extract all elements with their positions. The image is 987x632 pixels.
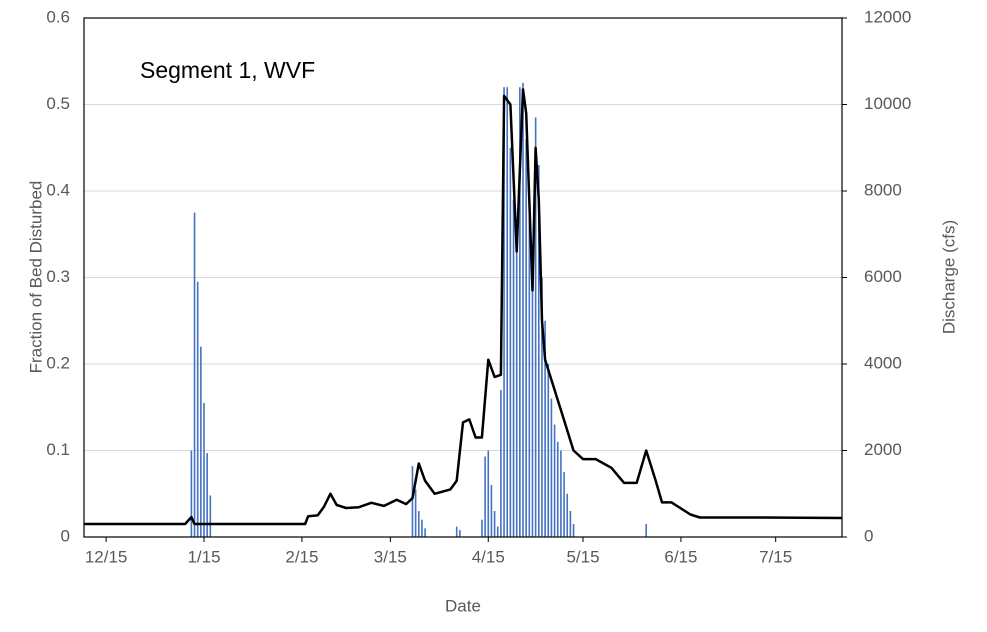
y-tick-label: 0.3 — [46, 267, 70, 286]
bar — [506, 87, 509, 537]
bar — [531, 277, 534, 537]
y-axis-title: Fraction of Bed Disturbed — [26, 181, 45, 374]
x-tick-label: 4/15 — [472, 547, 505, 566]
bar — [509, 147, 512, 537]
x-tick-label: 2/15 — [285, 547, 318, 566]
y2-tick-label: 10000 — [864, 94, 911, 113]
bar — [200, 346, 202, 537]
bar — [569, 511, 572, 537]
y-tick-label: 0.1 — [46, 440, 70, 459]
bar — [534, 117, 537, 537]
bar — [503, 87, 505, 537]
bar — [203, 402, 205, 537]
y-tick-label: 0.4 — [46, 180, 70, 199]
bar — [512, 199, 515, 537]
bar — [544, 320, 546, 537]
x-axis-title: Date — [445, 596, 481, 615]
y2-tick-label: 4000 — [864, 353, 902, 372]
x-tick-label: 3/15 — [374, 547, 407, 566]
discharge-line — [84, 88, 843, 526]
x-tick-label: 7/15 — [759, 547, 792, 566]
bar — [193, 212, 196, 537]
bar — [566, 493, 569, 537]
bar — [484, 456, 486, 537]
y2-tick-label: 2000 — [864, 440, 902, 459]
bar — [541, 277, 543, 537]
y2-axis-title: Discharge (cfs) — [939, 220, 958, 334]
bar — [481, 519, 483, 537]
plot-frame — [83, 17, 843, 538]
bar — [553, 424, 556, 537]
bar — [496, 526, 499, 537]
x-tick-label: 1/15 — [187, 547, 220, 566]
y2-tick-label: 0 — [864, 526, 873, 545]
bar — [421, 519, 423, 537]
bar — [455, 526, 458, 537]
bar — [547, 364, 550, 537]
y-tick-label: 0.6 — [46, 7, 70, 26]
bar — [550, 398, 553, 537]
bar — [556, 441, 559, 537]
y-tick-label: 0.2 — [46, 353, 70, 372]
bar — [493, 511, 496, 537]
annotation: Segment 1, WVF — [140, 57, 315, 83]
bar — [525, 139, 527, 537]
bar — [417, 511, 420, 537]
bar — [522, 82, 524, 537]
bar — [209, 495, 212, 537]
x-tick-label: 12/15 — [85, 547, 128, 566]
y2-tick-label: 12000 — [864, 7, 911, 26]
bar — [500, 389, 502, 537]
bar — [572, 524, 575, 537]
bar — [459, 530, 461, 537]
bar — [424, 528, 426, 537]
y2-tick-label: 6000 — [864, 267, 902, 286]
bar — [490, 485, 493, 537]
y-tick-label: 0 — [61, 526, 70, 545]
bar — [563, 472, 565, 537]
bar — [196, 281, 199, 537]
bar — [519, 87, 521, 537]
bar — [190, 450, 193, 537]
bar — [528, 216, 531, 537]
x-tick-label: 5/15 — [566, 547, 599, 566]
bar — [538, 165, 540, 538]
x-tick-label: 6/15 — [664, 547, 697, 566]
bar — [206, 453, 208, 537]
y-tick-label: 0.5 — [46, 94, 70, 113]
bar — [411, 466, 414, 537]
bar — [414, 489, 417, 537]
y2-tick-label: 8000 — [864, 180, 902, 199]
bar — [560, 450, 562, 537]
bar — [487, 450, 490, 537]
bar — [515, 234, 518, 537]
bar — [645, 524, 647, 537]
